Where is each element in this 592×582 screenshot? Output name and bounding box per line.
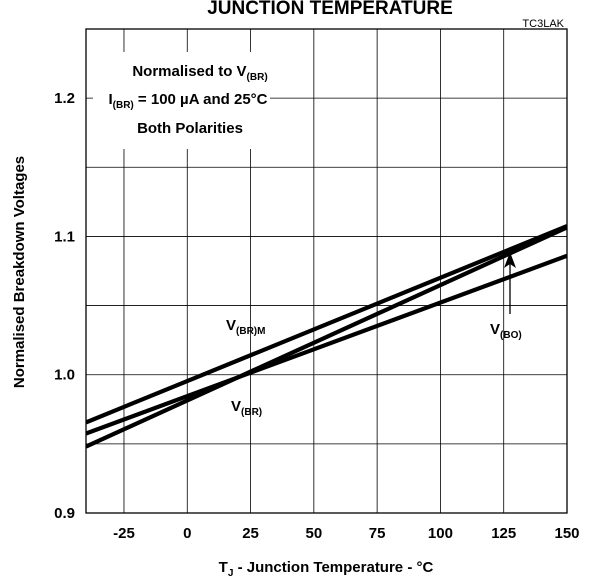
y-tick-label: 1.2	[54, 90, 75, 107]
series-label-vbrm: V(BR)M	[226, 317, 265, 337]
x-axis-label: TJ - Junction Temperature - °C	[219, 559, 434, 579]
normalised-to-label: Normalised to V(BR)	[132, 63, 267, 83]
x-tick-label: 75	[369, 525, 386, 542]
polarities-label: Both Polarities	[137, 120, 243, 137]
y-tick-label: 0.9	[54, 505, 75, 522]
x-tick-label: 25	[242, 525, 259, 542]
normalisation-label-box: Normalised to V(BR) I(BR) = 100 µA and 2…	[93, 52, 270, 149]
x-tick-label: 150	[554, 525, 579, 542]
y-axis-label: Normalised Breakdown Voltages	[11, 156, 28, 388]
x-tick-label: 0	[183, 525, 191, 542]
chart-title: JUNCTION TEMPERATURE	[207, 0, 453, 19]
series-label-vbo: V(BO)	[490, 321, 522, 341]
plot-frame	[85, 28, 568, 514]
y-tick-label: 1.1	[54, 228, 75, 245]
y-tick-labels: 0.9 1.0 1.1 1.2	[54, 90, 75, 522]
vbo-pointer-arrow	[504, 252, 516, 314]
x-tick-label: 100	[428, 525, 453, 542]
series-lines	[86, 224, 567, 449]
x-tick-label: -25	[113, 525, 135, 542]
series-labels: V(BR)M V(BR) V(BO)	[226, 317, 522, 418]
x-tick-label: 125	[491, 525, 516, 542]
series-line-0	[86, 224, 567, 425]
series-line-2	[86, 253, 567, 436]
series-line-1	[86, 225, 567, 449]
series-label-vbr: V(BR)	[231, 398, 262, 418]
x-tick-label: 50	[305, 525, 322, 542]
y-tick-label: 1.0	[54, 367, 75, 384]
x-tick-labels: -25 0 25 50 75 100 125 150	[113, 525, 579, 542]
test-current-label: I(BR) = 100 µA and 25°C	[108, 91, 267, 111]
figure-code: TC3LAK	[522, 18, 564, 30]
